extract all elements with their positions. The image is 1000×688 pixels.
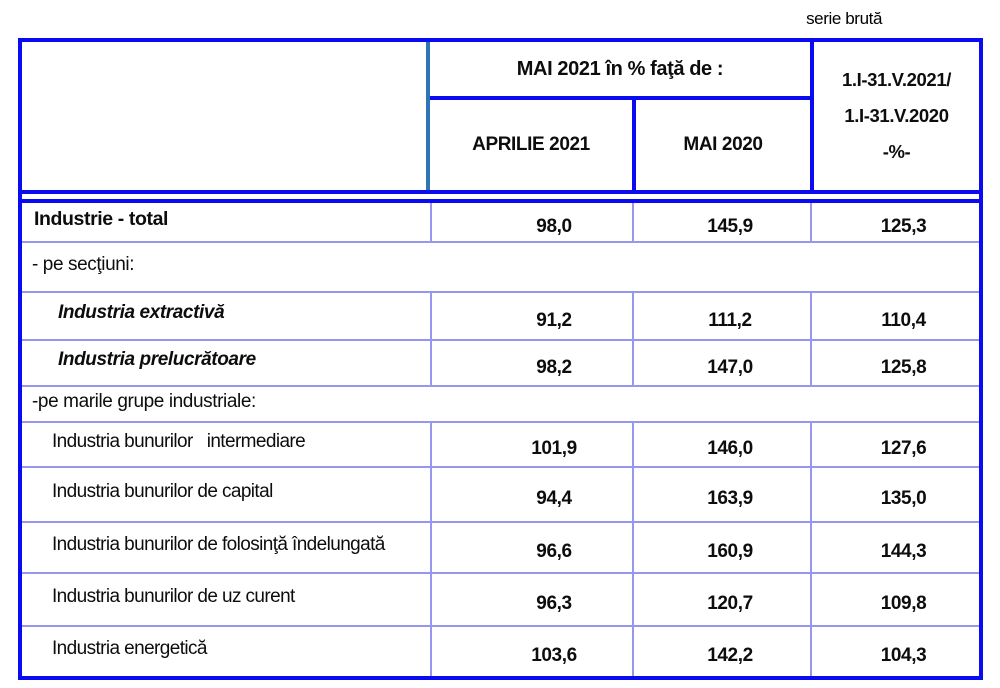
value-aprilie: 98,2 — [430, 341, 632, 385]
table-row-extractiva: Industria extractivă 91,2 111,2 110,4 — [22, 293, 979, 341]
header-double-rule — [22, 194, 979, 203]
value-mai2020: 145,9 — [632, 203, 810, 241]
value-mai2020: 111,2 — [632, 293, 810, 339]
section-label: -pe marile grupe industriale: — [32, 391, 256, 412]
table-row-pe-sectiuni: - pe secţiuni: — [22, 243, 979, 293]
table-row-intermediare: Industria bunurilor intermediare 101,9 1… — [22, 423, 979, 468]
value-aprilie: 96,6 — [430, 523, 632, 572]
table-row-energetica: Industria energetică 103,6 142,2 104,3 — [22, 627, 979, 676]
value-cumulative: 125,3 — [810, 203, 979, 241]
value-mai2020: 160,9 — [632, 523, 810, 572]
value-cumulative: 125,8 — [810, 341, 979, 385]
header-col-aprilie-2021: APRILIE 2021 — [472, 134, 590, 155]
table-row-industrie-total: Industrie - total 98,0 145,9 125,3 — [22, 203, 979, 243]
row-label: Industria extractivă — [58, 302, 225, 323]
value-mai2020: 163,9 — [632, 468, 810, 521]
value-mai2020: 146,0 — [632, 423, 810, 466]
header-col-mai-2020: MAI 2020 — [632, 100, 810, 190]
value-aprilie: 101,9 — [430, 423, 632, 466]
industrial-production-table: MAI 2021 în % faţă de : APRILIE 2021 MAI… — [18, 38, 983, 680]
value-aprilie: 94,4 — [430, 468, 632, 521]
corner-cell — [22, 42, 430, 190]
table-row-marile-grupe: -pe marile grupe industriale: — [22, 387, 979, 423]
table-body: Industrie - total 98,0 145,9 125,3 - pe … — [22, 203, 979, 676]
row-label: Industria prelucrătoare — [58, 349, 256, 370]
value-aprilie: 98,0 — [430, 203, 632, 241]
table-row-capital: Industria bunurilor de capital 94,4 163,… — [22, 468, 979, 523]
row-label: Industrie - total — [34, 207, 169, 230]
value-cumulative: 127,6 — [810, 423, 979, 466]
value-aprilie: 103,6 — [430, 627, 632, 676]
row-label: Industria bunurilor de folosinţă îndelun… — [52, 533, 385, 555]
value-aprilie: 96,3 — [430, 574, 632, 625]
value-mai2020: 120,7 — [632, 574, 810, 625]
section-label: - pe secţiuni: — [32, 254, 135, 275]
header-col-cumulative: 1.I-31.V.2021/ 1.I-31.V.2020 -%- — [810, 42, 979, 190]
header-group-title: MAI 2021 în % faţă de : — [430, 42, 810, 100]
value-cumulative: 109,8 — [810, 574, 979, 625]
row-label: Industria bunurilor de capital — [52, 480, 273, 502]
cumulative-line-1: 1.I-31.V.2021/ — [842, 69, 951, 90]
series-note: serie brută — [806, 9, 882, 28]
value-cumulative: 104,3 — [810, 627, 979, 676]
value-cumulative: 110,4 — [810, 293, 979, 339]
value-mai2020: 142,2 — [632, 627, 810, 676]
row-label: Industria energetică — [52, 637, 207, 659]
value-cumulative: 144,3 — [810, 523, 979, 572]
row-label: Industria bunurilor intermediare — [52, 430, 306, 452]
cumulative-line-3: -%- — [882, 141, 911, 162]
table-row-uz-curent: Industria bunurilor de uz curent 96,3 12… — [22, 574, 979, 627]
table-row-folosinta-indelungata: Industria bunurilor de folosinţă îndelun… — [22, 523, 979, 574]
table-row-prelucratoare: Industria prelucrătoare 98,2 147,0 125,8 — [22, 341, 979, 387]
cumulative-line-2: 1.I-31.V.2020 — [844, 105, 949, 126]
row-label: Industria bunurilor de uz curent — [52, 585, 295, 607]
value-mai2020: 147,0 — [632, 341, 810, 385]
value-cumulative: 135,0 — [810, 468, 979, 521]
value-aprilie: 91,2 — [430, 293, 632, 339]
table-header: MAI 2021 în % faţă de : APRILIE 2021 MAI… — [22, 42, 979, 194]
